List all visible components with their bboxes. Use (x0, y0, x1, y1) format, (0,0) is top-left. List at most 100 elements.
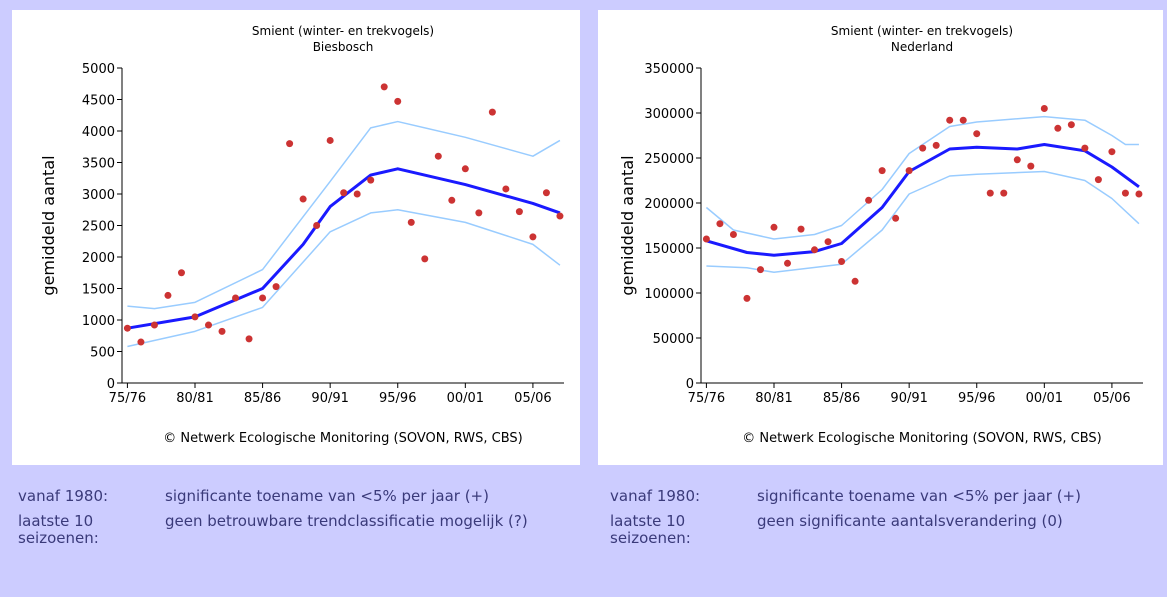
x-tick-label: 85/86 (823, 391, 860, 406)
y-tick-label: 3000 (82, 188, 115, 203)
data-point (529, 233, 537, 241)
y-tick-label: 200000 (644, 197, 694, 212)
trend-row: laatste 10 seizoenen: geen betrouwbare tr… (18, 513, 578, 547)
data-point (286, 140, 294, 148)
data-point (797, 225, 805, 233)
trend-line (127, 209, 561, 348)
data-point (367, 176, 375, 184)
trend-label: vanaf 1980: (18, 487, 109, 505)
y-tick-label: 2500 (82, 220, 115, 235)
data-point (1040, 105, 1048, 112)
data-point (556, 212, 564, 220)
data-point (729, 231, 737, 238)
x-tick-label: 05/06 (1093, 391, 1130, 406)
data-point (905, 167, 913, 175)
trend-line (705, 143, 1140, 257)
data-point (137, 338, 145, 346)
data-point (1067, 121, 1075, 129)
data-point (272, 283, 280, 291)
data-point (421, 255, 429, 263)
y-tick-label: 350000 (644, 62, 694, 77)
chart: Smient (winter- en trekvogels) Nederland g… (618, 24, 1143, 446)
data-point (475, 209, 483, 217)
chart-panel: Smient (winter- en trekvogels) Nederland g… (598, 10, 1163, 465)
chart-panel: Smient (winter- en trekvogels) Biesbosch g… (12, 10, 580, 465)
data-point (1094, 176, 1102, 184)
trend-row: vanaf 1980: significante toename van <5% … (18, 488, 578, 505)
y-tick-label: 500 (90, 346, 115, 361)
data-point (407, 218, 415, 226)
trend-text: geen significante aantalsverandering (0) (757, 512, 1063, 530)
y-axis-label: gemiddeld aantal (39, 155, 58, 295)
y-tick-label: 4000 (82, 125, 115, 140)
x-tick-label: 00/01 (447, 391, 484, 406)
data-point (865, 196, 873, 204)
y-tick-label: 50000 (653, 332, 694, 347)
x-tick-label: 00/01 (1026, 391, 1063, 406)
trend-line (127, 120, 561, 310)
trend-line (127, 167, 561, 330)
x-tick-label: 90/91 (311, 391, 348, 406)
data-point (811, 246, 819, 254)
data-point (878, 167, 886, 175)
trend-line (706, 170, 1140, 274)
x-tick-label: 05/06 (514, 391, 551, 406)
trend-text: geen betrouwbare trendclassificatie moge… (165, 512, 528, 530)
data-point (702, 235, 710, 243)
x-tick-label: 80/81 (755, 391, 792, 406)
data-point (340, 189, 348, 197)
data-point (1108, 148, 1116, 156)
chart-title: Smient (winter- en trekvogels) (831, 24, 1013, 38)
trend-label: laatste 10 seizoenen: (18, 512, 99, 547)
data-point (299, 195, 307, 203)
data-point (218, 327, 226, 335)
x-tick-label: 85/86 (244, 391, 281, 406)
y-tick-label: 150000 (644, 242, 694, 257)
data-point (232, 294, 240, 302)
y-tick-label: 1500 (82, 283, 115, 298)
data-point (851, 277, 859, 285)
data-point (191, 313, 199, 321)
data-point (1135, 190, 1143, 198)
y-tick-label: 4500 (82, 94, 115, 109)
data-point (515, 208, 523, 216)
data-point (838, 258, 846, 265)
data-point (743, 294, 751, 302)
data-point (542, 189, 550, 197)
data-point (946, 116, 954, 124)
x-tick-label: 95/96 (379, 391, 416, 406)
trend-line (705, 115, 1139, 240)
data-point (1054, 124, 1062, 132)
data-point (1081, 144, 1089, 152)
data-point (150, 321, 158, 329)
data-point (1121, 189, 1129, 197)
data-point (448, 196, 456, 204)
chart: Smient (winter- en trekvogels) Biesbosch g… (39, 24, 564, 446)
data-point (259, 294, 267, 302)
data-point (959, 116, 967, 124)
chart-subtitle: Biesbosch (313, 40, 374, 54)
data-point (716, 220, 724, 228)
data-point (502, 185, 510, 193)
y-tick-label: 100000 (644, 287, 694, 302)
y-tick-label: 3500 (82, 157, 115, 172)
trend-label: laatste 10 seizoenen: (610, 512, 691, 547)
y-tick-label: 5000 (82, 62, 115, 77)
data-point (919, 144, 927, 152)
data-point (784, 259, 792, 267)
data-point (986, 189, 994, 197)
y-tick-label: 300000 (644, 107, 694, 122)
x-tick-label: 75/76 (688, 391, 725, 406)
data-point (756, 266, 764, 274)
data-point (824, 238, 832, 246)
trend-block: vanaf 1980: significante toename van <5% … (610, 488, 1167, 555)
data-point (1000, 189, 1008, 197)
x-tick-label: 80/81 (176, 391, 213, 406)
data-point (488, 108, 496, 116)
data-point (1027, 162, 1035, 170)
y-tick-label: 2000 (82, 251, 115, 266)
data-point (164, 291, 172, 299)
x-tick-label: 75/76 (109, 391, 146, 406)
data-point (123, 324, 131, 332)
data-point (177, 269, 185, 277)
